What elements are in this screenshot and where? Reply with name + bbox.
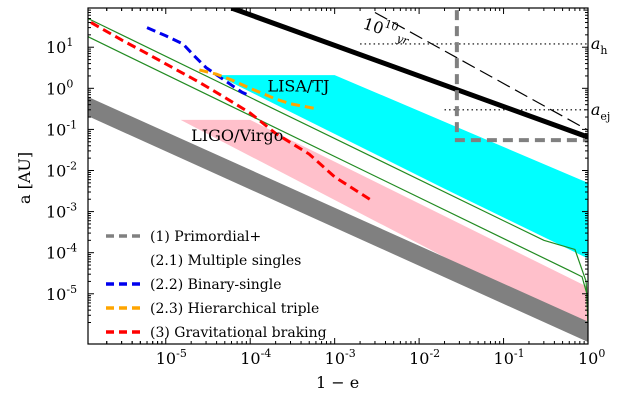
x-tick-base: 10 [409, 349, 429, 368]
y-tick-base: 10 [46, 285, 66, 304]
y-tick-label: 10-1 [46, 118, 77, 139]
y-axis-label: a [AU] [15, 152, 34, 204]
annotation-base: 10 [361, 14, 386, 38]
band-label: LIGO/Virgo [191, 126, 283, 145]
annotation-sup: 10 [383, 17, 400, 34]
y-tick-label: 100 [46, 77, 73, 98]
annotation-sub: h [600, 44, 607, 57]
x-tick-label: 10-5 [156, 347, 187, 368]
series-line-2 [90, 21, 371, 201]
annotation-1: ah [591, 34, 608, 57]
x-tick-exp: -4 [261, 347, 272, 360]
x-tick-base: 10 [325, 349, 345, 368]
y-tick-exp: -5 [66, 283, 77, 296]
annotation-base: a [591, 34, 601, 53]
legend-label: (3) Gravitational braking [150, 325, 327, 341]
y-tick-base: 10 [46, 79, 66, 98]
x-axis-label: 1 − e [316, 373, 359, 392]
x-tick-label: 100 [578, 347, 605, 368]
band-label: LISA/TJ [267, 77, 329, 96]
y-tick-exp: -2 [66, 160, 77, 173]
y-tick-exp: -3 [66, 201, 77, 214]
x-tick-base: 10 [156, 349, 176, 368]
reference-line-thick-0 [230, 8, 588, 140]
y-tick-exp: 1 [66, 36, 73, 49]
annotation-sub: ej [600, 110, 610, 123]
annotation-base: a [591, 100, 601, 119]
y-tick-base: 10 [46, 120, 66, 139]
y-tick-exp: -1 [66, 118, 77, 131]
x-tick-exp: -3 [345, 347, 356, 360]
legend-label: (2.3) Hierarchical triple [150, 301, 319, 317]
x-tick-label: 10-4 [240, 347, 271, 368]
series-line-1 [199, 68, 317, 111]
x-tick-exp: -1 [514, 347, 525, 360]
y-tick-base: 10 [46, 203, 66, 222]
reference-line-dashed-1 [374, 11, 588, 131]
y-tick-label: 10-3 [46, 201, 77, 222]
x-tick-base: 10 [578, 349, 598, 368]
plot-area: LISA/TJ LIGO/Virgo [88, 8, 588, 343]
y-tick-label: 10-2 [46, 160, 77, 181]
band-grey [88, 96, 588, 343]
x-tick-label: 10-2 [409, 347, 440, 368]
annotation-0: 1010yr [360, 11, 413, 48]
plot-frame [87, 7, 589, 345]
y-tick-exp: -4 [66, 242, 77, 255]
legend-label: (1) Primordial+ [150, 229, 261, 245]
y-tick-base: 10 [46, 162, 66, 181]
x-tick-label: 10-1 [494, 347, 525, 368]
annotation-sub: yr [394, 31, 411, 47]
x-tick-base: 10 [494, 349, 514, 368]
x-tick-exp: 0 [598, 347, 605, 360]
y-tick-label: 10-4 [46, 242, 77, 263]
y-tick-base: 10 [46, 244, 66, 263]
y-tick-label: 101 [46, 36, 73, 57]
series-line-0 [146, 26, 251, 98]
annotation-2: aej [591, 100, 610, 123]
x-tick-base: 10 [240, 349, 260, 368]
legend: (1) Primordial+ (2.1) Multiple singles (2.… [106, 229, 327, 341]
legend-label: (2.1) Multiple singles [150, 253, 301, 269]
y-tick-base: 10 [46, 38, 66, 57]
reference-line-grey-dashed-6 [454, 10, 588, 143]
y-tick-label: 10-5 [46, 283, 77, 304]
legend-label: (2.2) Binary-single [150, 277, 282, 293]
x-tick-exp: -2 [429, 347, 440, 360]
band-lisa-tj [216, 75, 588, 259]
x-tick-exp: -5 [176, 347, 187, 360]
y-tick-exp: 0 [66, 77, 73, 90]
x-tick-label: 10-3 [325, 347, 356, 368]
